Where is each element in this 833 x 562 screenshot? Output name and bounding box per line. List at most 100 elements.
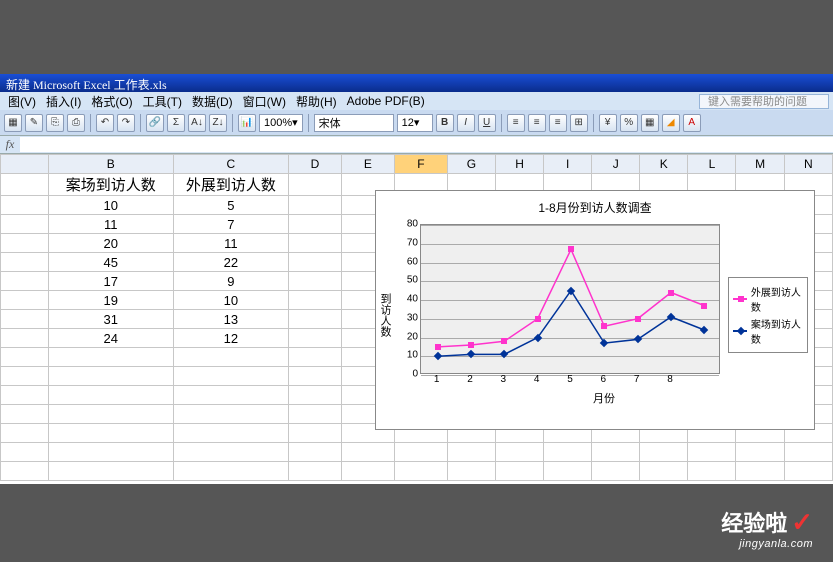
menu-tools[interactable]: 工具(T) <box>139 93 186 110</box>
italic-button[interactable]: I <box>457 114 475 132</box>
cell[interactable] <box>1 443 49 462</box>
cell[interactable]: 17 <box>48 272 173 291</box>
cell[interactable] <box>289 329 342 348</box>
col-header[interactable] <box>1 155 49 174</box>
cell[interactable] <box>1 348 49 367</box>
toolbar-button[interactable]: ✎ <box>25 114 43 132</box>
cell[interactable] <box>1 367 49 386</box>
currency-button[interactable]: ¥ <box>599 114 617 132</box>
bold-button[interactable]: B <box>436 114 454 132</box>
cell[interactable]: 19 <box>48 291 173 310</box>
cell[interactable] <box>496 443 544 462</box>
cell[interactable] <box>48 443 173 462</box>
menu-window[interactable]: 窗口(W) <box>239 93 290 110</box>
align-center-button[interactable]: ≡ <box>528 114 546 132</box>
cell[interactable] <box>544 443 592 462</box>
menu-data[interactable]: 数据(D) <box>188 93 237 110</box>
cell[interactable] <box>289 386 342 405</box>
fx-icon[interactable]: fx <box>0 137 20 152</box>
col-header[interactable]: F <box>394 155 447 174</box>
cell[interactable]: 20 <box>48 234 173 253</box>
table-header[interactable]: 外展到访人数 <box>173 174 288 196</box>
cell[interactable]: 7 <box>173 215 288 234</box>
cell[interactable] <box>640 443 688 462</box>
cell[interactable] <box>289 424 342 443</box>
cell[interactable] <box>1 405 49 424</box>
cell[interactable] <box>640 462 688 481</box>
toolbar-button[interactable]: ▦ <box>4 114 22 132</box>
cell[interactable] <box>48 405 173 424</box>
cell[interactable] <box>447 443 495 462</box>
cell[interactable]: 45 <box>48 253 173 272</box>
sum-button[interactable]: Σ <box>167 114 185 132</box>
col-header[interactable]: I <box>544 155 592 174</box>
cell[interactable] <box>173 462 288 481</box>
embedded-chart[interactable]: 1-8月份到访人数调查 到访人数 01020304050607080123456… <box>375 190 815 430</box>
cell[interactable] <box>1 462 49 481</box>
cell[interactable] <box>48 348 173 367</box>
cell[interactable] <box>289 462 342 481</box>
cell[interactable] <box>592 462 640 481</box>
cell[interactable] <box>289 405 342 424</box>
cell[interactable] <box>341 462 394 481</box>
cell[interactable] <box>173 348 288 367</box>
cell[interactable] <box>289 443 342 462</box>
col-header[interactable]: H <box>496 155 544 174</box>
menu-view[interactable]: 图(V) <box>4 93 40 110</box>
cell[interactable] <box>688 443 736 462</box>
cell[interactable] <box>48 367 173 386</box>
cell[interactable]: 9 <box>173 272 288 291</box>
cell[interactable] <box>592 443 640 462</box>
sort-asc-button[interactable]: A↓ <box>188 114 206 132</box>
cell[interactable] <box>289 272 342 291</box>
col-header[interactable]: M <box>736 155 784 174</box>
cell[interactable] <box>688 462 736 481</box>
cell[interactable]: 24 <box>48 329 173 348</box>
sort-desc-button[interactable]: Z↓ <box>209 114 227 132</box>
undo-button[interactable]: ↶ <box>96 114 114 132</box>
menu-insert[interactable]: 插入(I) <box>42 93 85 110</box>
menu-format[interactable]: 格式(O) <box>87 93 136 110</box>
col-header[interactable]: K <box>640 155 688 174</box>
cell[interactable] <box>48 386 173 405</box>
cell[interactable]: 31 <box>48 310 173 329</box>
cell[interactable]: 10 <box>48 196 173 215</box>
toolbar-button[interactable]: ⎙ <box>67 114 85 132</box>
align-left-button[interactable]: ≡ <box>507 114 525 132</box>
font-name-combobox[interactable]: 宋体 <box>314 114 394 132</box>
toolbar-button[interactable]: ⎘ <box>46 114 64 132</box>
borders-button[interactable]: ▦ <box>641 114 659 132</box>
col-header[interactable]: G <box>447 155 495 174</box>
cell[interactable] <box>173 405 288 424</box>
col-header[interactable]: L <box>688 155 736 174</box>
cell[interactable] <box>173 443 288 462</box>
cell[interactable] <box>289 215 342 234</box>
cell[interactable] <box>496 462 544 481</box>
cell[interactable] <box>289 291 342 310</box>
menu-help[interactable]: 帮助(H) <box>292 93 341 110</box>
col-header[interactable]: B <box>48 155 173 174</box>
percent-button[interactable]: % <box>620 114 638 132</box>
cell[interactable] <box>736 443 784 462</box>
cell[interactable] <box>289 348 342 367</box>
cell[interactable] <box>173 386 288 405</box>
fill-color-button[interactable]: ◢ <box>662 114 680 132</box>
cell[interactable] <box>784 462 832 481</box>
cell[interactable] <box>48 462 173 481</box>
cell[interactable]: 10 <box>173 291 288 310</box>
align-right-button[interactable]: ≡ <box>549 114 567 132</box>
cell[interactable] <box>289 196 342 215</box>
cell[interactable] <box>289 174 342 196</box>
cell[interactable] <box>289 367 342 386</box>
cell[interactable] <box>289 234 342 253</box>
hyperlink-button[interactable]: 🔗 <box>146 114 164 132</box>
zoom-combobox[interactable]: 100% ▾ <box>259 114 303 132</box>
cell[interactable] <box>1 386 49 405</box>
col-header[interactable]: D <box>289 155 342 174</box>
cell[interactable]: 5 <box>173 196 288 215</box>
cell[interactable]: 13 <box>173 310 288 329</box>
cell[interactable] <box>1 424 49 443</box>
cell[interactable]: 11 <box>48 215 173 234</box>
col-header[interactable]: J <box>592 155 640 174</box>
col-header[interactable]: C <box>173 155 288 174</box>
